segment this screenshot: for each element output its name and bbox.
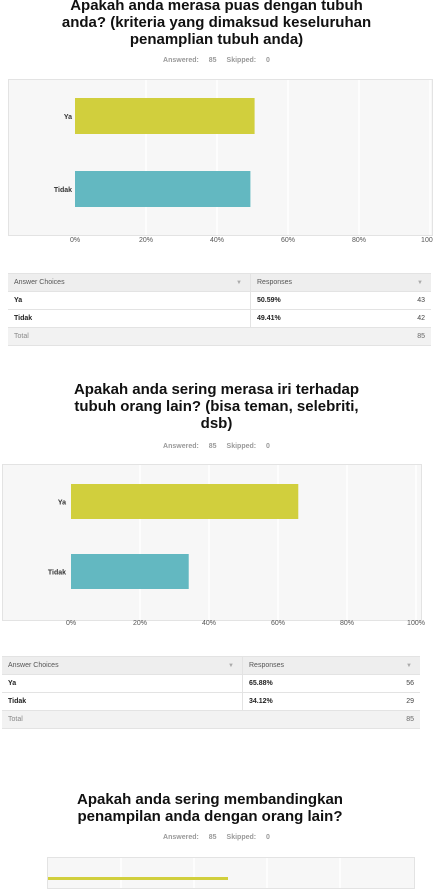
x-tick-label: 60% [271, 620, 285, 627]
answered-count: 85 [208, 443, 217, 450]
x-tick-label: 60% [281, 237, 295, 244]
sort-caret-icon[interactable]: ▼ [228, 663, 234, 669]
answer-choices-header[interactable]: Answer Choices ▼ [2, 656, 243, 675]
responses-table: Answer Choices ▼ Responses ▼ Ya 65.88% 56 … [2, 656, 420, 729]
table-header-row: Answer Choices ▼ Responses ▼ [2, 656, 420, 675]
answered-count: 85 [208, 57, 217, 64]
response-count: 56 [357, 674, 420, 693]
question-meta: Answered: 85 Skipped: 0 [0, 443, 433, 450]
responses-header[interactable]: Responses ▼ [242, 656, 420, 675]
x-tick-label: 80% [340, 620, 354, 627]
answered-count: 85 [208, 834, 217, 841]
table-row: Ya 65.88% 56 [2, 674, 420, 693]
answered-label: Answered: [163, 57, 199, 64]
skipped-count: 0 [266, 834, 270, 841]
x-tick-label: 80% [352, 237, 366, 244]
response-count: 43 [367, 291, 431, 310]
bar-chart-svg: 0% 20% 40% 60% 80% 100% Ya Tidak [54, 80, 433, 244]
answered-label: Answered: [163, 834, 199, 841]
question-meta: Answered: 85 Skipped: 0 [0, 57, 433, 64]
bar-ya [75, 98, 255, 134]
choice-label: Ya [8, 291, 251, 310]
table-row: Tidak 49.41% 42 [8, 309, 431, 328]
total-count: 85 [367, 327, 431, 346]
question-meta: Answered: 85 Skipped: 0 [0, 834, 433, 841]
sort-caret-icon[interactable]: ▼ [236, 280, 242, 286]
sort-caret-icon[interactable]: ▼ [417, 280, 423, 286]
total-label: Total [8, 327, 251, 346]
table-row: Ya 50.59% 43 [8, 291, 431, 310]
bar-chart: 0% 20% 40% 60% 80% 100% Ya Tidak [2, 464, 425, 627]
skipped-label: Skipped: [226, 57, 257, 64]
category-label: Ya [58, 500, 66, 507]
bar-chart: 0% 20% 40% 60% 80% 100% Ya Tidak [8, 79, 433, 244]
response-count: 42 [367, 309, 431, 328]
answer-choices-header[interactable]: Answer Choices ▼ [8, 273, 251, 292]
response-count: 29 [357, 692, 420, 711]
responses-header[interactable]: Responses ▼ [250, 273, 431, 292]
category-label: Ya [64, 114, 72, 121]
bar-chart-svg: 0% 20% 40% 60% 80% 100% Ya Tidak [48, 465, 425, 627]
category-label: Tidak [48, 570, 66, 577]
sort-caret-icon[interactable]: ▼ [406, 663, 412, 669]
total-row: Total 85 [8, 327, 431, 346]
bar-ya [48, 877, 228, 880]
x-tick-label: 20% [139, 237, 153, 244]
question-title: Apakah anda merasa puas dengan tubuh and… [61, 0, 372, 48]
choice-label: Tidak [8, 309, 251, 328]
skipped-label: Skipped: [226, 834, 257, 841]
bar-tidak [75, 171, 251, 207]
choice-label: Ya [2, 674, 243, 693]
x-tick-label: 0% [66, 620, 76, 627]
total-count: 85 [357, 710, 420, 729]
skipped-count: 0 [266, 443, 270, 450]
x-tick-label: 100% [407, 620, 425, 627]
response-percent: 50.59% [250, 291, 368, 310]
bar-ya [71, 484, 299, 519]
responses-table: Answer Choices ▼ Responses ▼ Ya 50.59% 43 … [8, 273, 431, 346]
question-title: Apakah anda sering merasa iri terhadap t… [73, 381, 360, 432]
table-row: Tidak 34.12% 29 [2, 692, 420, 711]
total-label: Total [2, 710, 243, 729]
x-tick-label: 40% [210, 237, 224, 244]
response-percent: 65.88% [242, 674, 358, 693]
category-label: Tidak [54, 187, 72, 194]
x-tick-label: 100% [421, 237, 433, 244]
skipped-count: 0 [266, 57, 270, 64]
choice-label: Tidak [2, 692, 243, 711]
response-percent: 34.12% [242, 692, 358, 711]
total-row: Total 85 [2, 710, 420, 729]
response-percent: 49.41% [250, 309, 368, 328]
x-tick-label: 20% [133, 620, 147, 627]
answered-label: Answered: [163, 443, 199, 450]
bar-chart-gridlines [48, 858, 341, 888]
question-title: Apakah anda sering membandingkan penampi… [77, 791, 343, 825]
skipped-label: Skipped: [226, 443, 257, 450]
bar-tidak [71, 554, 189, 589]
x-tick-label: 0% [70, 237, 80, 244]
bar-chart [47, 857, 415, 889]
table-header-row: Answer Choices ▼ Responses ▼ [8, 273, 431, 292]
x-tick-label: 40% [202, 620, 216, 627]
